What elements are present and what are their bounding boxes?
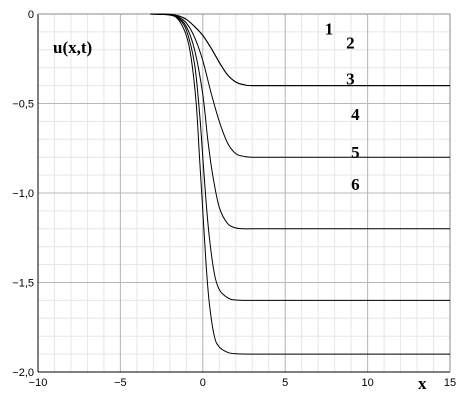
axes — [37, 13, 451, 373]
curve-labels: 12 3 4 5 6 — [325, 19, 360, 194]
y-tick-label: −2,0 — [12, 367, 34, 379]
x-tick-label: −5 — [114, 377, 127, 389]
y-tick-label: −1,5 — [12, 278, 34, 290]
y-tick-label: −0,5 — [12, 99, 34, 111]
series-label-6: 6 — [351, 175, 360, 194]
series-line-2 — [150, 13, 450, 87]
curves — [150, 13, 450, 355]
x-tick-labels: −10 −5 0 5 10 15 — [29, 377, 456, 389]
series-line-4 — [150, 13, 450, 230]
x-tick-label: 10 — [361, 377, 373, 389]
x-tick-label: 5 — [282, 377, 288, 389]
y-tick-labels: 0 −0,5 −1,0 −1,5 −2,0 — [12, 9, 34, 379]
x-tick-label: 15 — [444, 377, 456, 389]
series-label-2: 2 — [346, 34, 355, 53]
x-axis-title: x — [418, 374, 427, 393]
series-line-6 — [150, 13, 450, 355]
x-tick-label: −10 — [29, 377, 48, 389]
series-line-3 — [150, 13, 450, 158]
series-label-1: 1 — [325, 19, 334, 38]
series-label-5: 5 — [351, 143, 360, 162]
y-tick-label: −1,0 — [12, 188, 34, 200]
series-label-4: 4 — [351, 105, 360, 124]
series-line-5 — [150, 13, 450, 301]
series-label-3: 3 — [346, 69, 355, 88]
y-axis-title: u(x,t) — [53, 38, 92, 57]
x-tick-label: 0 — [200, 377, 206, 389]
y-tick-label: 0 — [28, 9, 34, 21]
